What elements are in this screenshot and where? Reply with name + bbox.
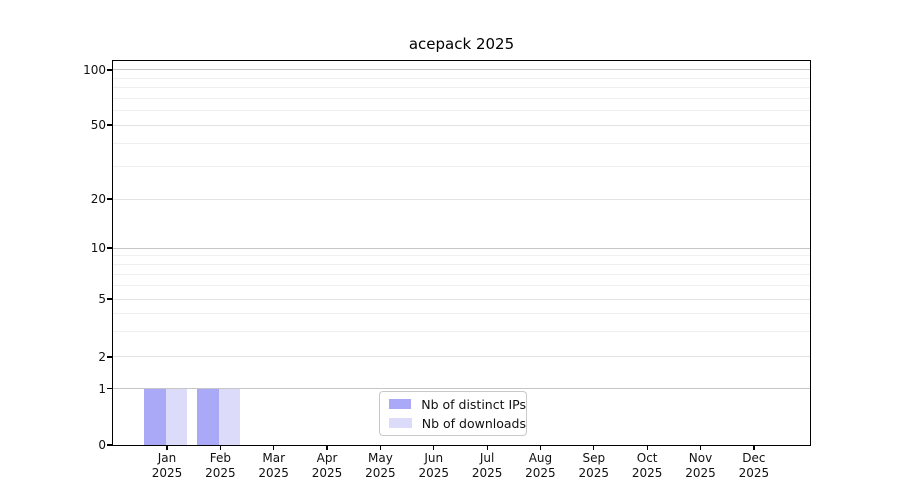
gridline <box>113 110 810 112</box>
x-tickmark <box>486 445 488 450</box>
x-tick-label: May 2025 <box>365 451 396 480</box>
gridline <box>113 312 810 314</box>
x-tick-label: Jan 2025 <box>151 451 183 480</box>
legend-label: Nb of downloads <box>421 415 526 431</box>
y-tickmark <box>107 198 112 200</box>
legend-row: Nb of distinct IPs <box>389 397 526 412</box>
gridline <box>113 263 810 265</box>
y-tickmark <box>107 444 112 446</box>
y-tick-label: 100 <box>83 62 106 77</box>
x-tick-label: Nov 2025 <box>685 451 716 480</box>
y-tick-label: 0 <box>98 438 106 452</box>
x-tickmark <box>699 445 702 450</box>
gridline <box>113 198 810 200</box>
gridline <box>113 87 810 89</box>
gridline <box>113 69 810 71</box>
legend-swatch <box>389 418 412 428</box>
legend-row: Nb of downloads <box>389 416 526 431</box>
gridline <box>113 142 810 144</box>
x-tickmark <box>219 445 222 450</box>
x-tickmark <box>433 445 435 450</box>
gridline <box>113 388 810 389</box>
gridline <box>113 124 810 126</box>
gridline <box>113 97 810 99</box>
x-tickmark <box>593 445 595 450</box>
x-tick-label: Sep 2025 <box>578 451 610 480</box>
x-tick-label: Feb 2025 <box>205 451 236 480</box>
y-tickmark <box>107 247 112 249</box>
y-tickmark <box>107 124 112 126</box>
gridline <box>113 356 810 358</box>
y-tickmark <box>107 298 112 300</box>
y-tick-label: 20 <box>90 192 106 206</box>
bar <box>165 388 187 445</box>
bar <box>197 388 219 445</box>
legend: Nb of distinct IPs Nb of downloads <box>379 391 527 436</box>
x-tick-label: Mar 2025 <box>258 451 289 480</box>
y-tick-label: 2 <box>98 349 106 364</box>
plot-area: Nb of distinct IPs Nb of downloads <box>112 60 811 446</box>
gridline <box>113 298 810 300</box>
x-tick-label: Dec 2025 <box>738 451 770 480</box>
gridline <box>113 273 810 275</box>
x-tick-label: Aug 2025 <box>525 451 556 480</box>
legend-label: Nb of distinct IPs <box>421 396 526 412</box>
x-tickmark <box>646 445 648 450</box>
x-tick-label: Jul 2025 <box>471 451 503 480</box>
gridline <box>113 165 810 167</box>
legend-swatch <box>389 399 412 409</box>
gridline <box>113 330 810 332</box>
y-tickmark <box>107 387 112 390</box>
x-tickmark <box>539 445 542 450</box>
x-tick-label: Apr 2025 <box>311 451 343 480</box>
gridline <box>113 255 810 257</box>
chart-title: acepack 2025 <box>408 35 515 53</box>
gridline <box>113 247 810 249</box>
y-tickmark <box>107 69 112 71</box>
y-tick-label: 50 <box>90 118 106 132</box>
x-tickmark <box>753 445 755 450</box>
y-tick-label: 1 <box>98 381 106 396</box>
x-tickmark <box>326 445 328 450</box>
y-tickmark <box>107 356 112 358</box>
bar <box>218 388 241 445</box>
y-tick-label: 5 <box>98 292 106 306</box>
x-tick-label: Oct 2025 <box>631 451 663 480</box>
x-tickmark <box>166 445 168 450</box>
y-tick-label: 10 <box>90 241 106 255</box>
x-tickmark <box>379 445 382 450</box>
x-tick-label: Jun 2025 <box>418 451 450 480</box>
bar <box>144 388 166 445</box>
x-tickmark <box>273 445 275 450</box>
gridline <box>113 285 810 287</box>
gridline <box>113 77 810 79</box>
